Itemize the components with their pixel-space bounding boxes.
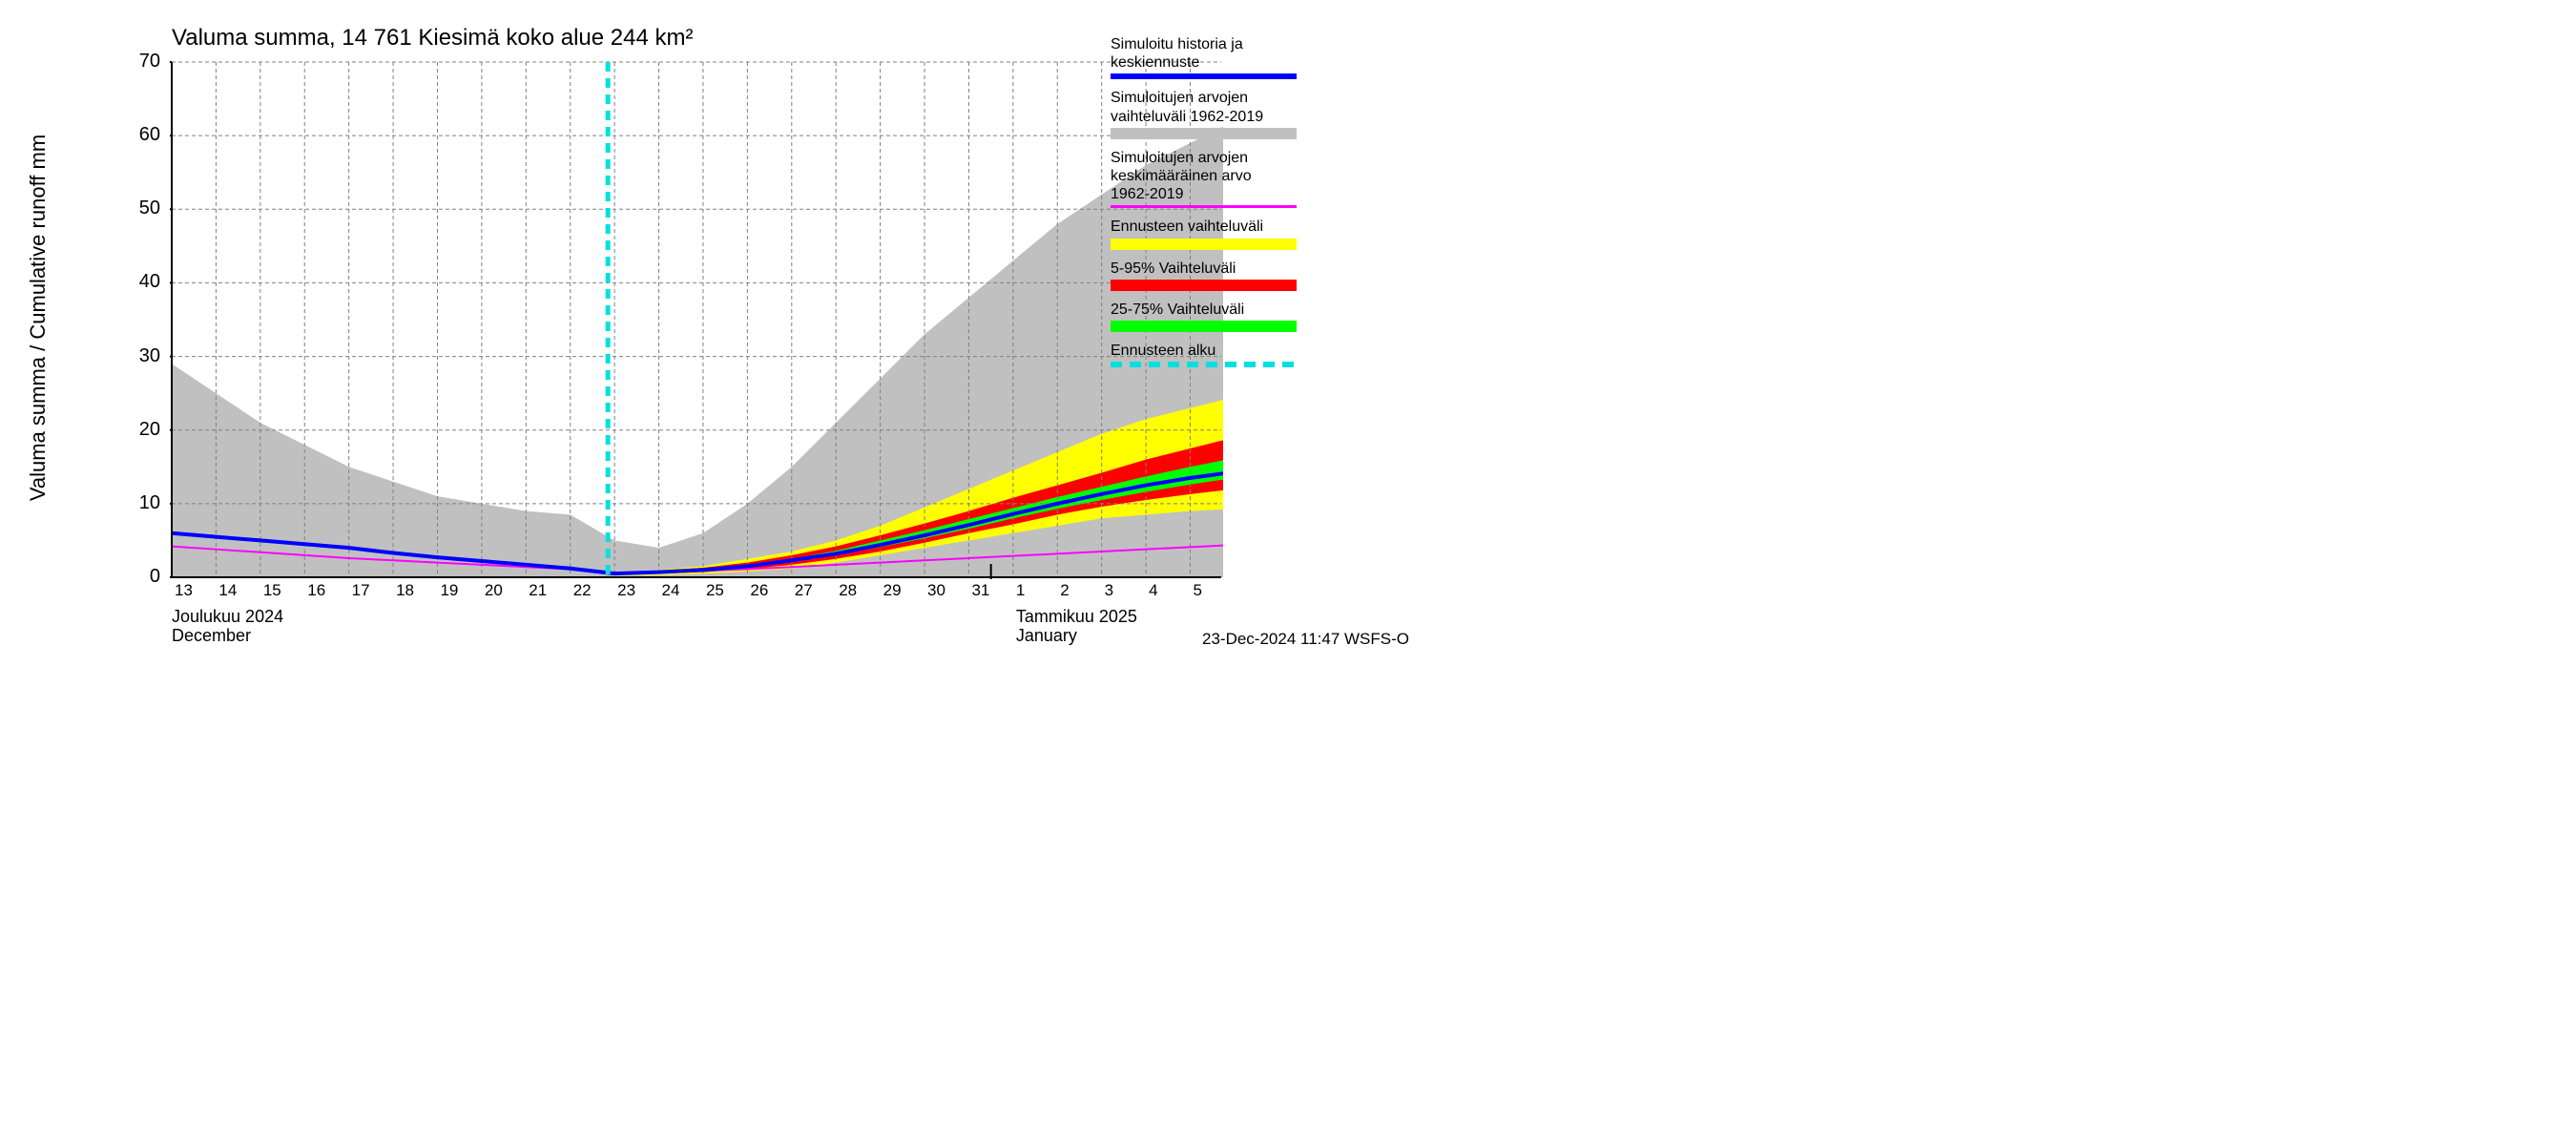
x-tick: 17 — [352, 581, 370, 600]
y-tick: 40 — [139, 271, 160, 293]
x-tick: 25 — [706, 581, 724, 600]
x-tick: 26 — [750, 581, 768, 600]
x-tick: 16 — [307, 581, 325, 600]
legend-swatch — [1111, 280, 1297, 291]
y-tick: 0 — [150, 566, 160, 588]
legend-swatch — [1111, 362, 1297, 367]
x-tick: 23 — [617, 581, 635, 600]
legend-item: Simuloitu historia jakeskiennuste — [1111, 35, 1320, 79]
x-tick: 4 — [1149, 581, 1157, 600]
x-tick: 22 — [573, 581, 592, 600]
legend-label: keskiennuste — [1111, 53, 1320, 72]
x-tick: 20 — [485, 581, 503, 600]
legend-label: Simuloitujen arvojen — [1111, 89, 1320, 107]
month-right-fi: Tammikuu 2025 — [1016, 607, 1137, 627]
x-tick: 31 — [971, 581, 989, 600]
y-tick: 50 — [139, 198, 160, 219]
legend-item: 25-75% Vaihteluväli — [1111, 301, 1320, 332]
x-tick: 21 — [529, 581, 547, 600]
x-tick: 15 — [263, 581, 281, 600]
y-tick: 30 — [139, 345, 160, 367]
x-tick: 18 — [396, 581, 414, 600]
legend-swatch — [1111, 128, 1297, 139]
legend-swatch — [1111, 239, 1297, 250]
legend-item: Simuloitujen arvojenvaihteluväli 1962-20… — [1111, 89, 1320, 138]
x-tick: 28 — [839, 581, 857, 600]
legend-swatch — [1111, 205, 1297, 208]
legend-item: Ennusteen alku — [1111, 342, 1320, 367]
legend-label: Simuloitujen arvojen — [1111, 149, 1320, 167]
y-tick: 10 — [139, 492, 160, 514]
legend: Simuloitu historia jakeskiennusteSimuloi… — [1111, 35, 1320, 377]
legend-label: keskimääräinen arvo — [1111, 167, 1320, 185]
y-axis-label: Valuma summa / Cumulative runoff mm — [26, 117, 51, 518]
x-tick: 19 — [440, 581, 458, 600]
timestamp: 23-Dec-2024 11:47 WSFS-O — [1202, 630, 1409, 649]
legend-swatch — [1111, 73, 1297, 79]
y-tick: 70 — [139, 51, 160, 73]
month-right-en: January — [1016, 626, 1077, 646]
legend-item: Simuloitujen arvojenkeskimääräinen arvo … — [1111, 149, 1320, 209]
x-tick: 24 — [662, 581, 680, 600]
x-tick: 2 — [1060, 581, 1069, 600]
y-tick: 60 — [139, 124, 160, 146]
chart-title: Valuma summa, 14 761 Kiesimä koko alue 2… — [172, 25, 693, 52]
legend-label: 5-95% Vaihteluväli — [1111, 260, 1320, 278]
x-tick: 13 — [175, 581, 193, 600]
x-tick: 29 — [883, 581, 902, 600]
x-tick: 27 — [795, 581, 813, 600]
chart-plot — [170, 60, 1223, 579]
legend-item: Ennusteen vaihteluväli — [1111, 218, 1320, 249]
x-tick: 30 — [927, 581, 945, 600]
x-tick: 1 — [1016, 581, 1025, 600]
month-left-en: December — [172, 626, 251, 646]
legend-label: Ennusteen alku — [1111, 342, 1320, 360]
legend-item: 5-95% Vaihteluväli — [1111, 260, 1320, 291]
legend-label: 25-75% Vaihteluväli — [1111, 301, 1320, 319]
legend-label: vaihteluväli 1962-2019 — [1111, 108, 1320, 126]
legend-label: 1962-2019 — [1111, 185, 1320, 203]
legend-swatch — [1111, 321, 1297, 332]
chart-container: Valuma summa, 14 761 Kiesimä koko alue 2… — [0, 0, 1450, 668]
month-left-fi: Joulukuu 2024 — [172, 607, 283, 627]
y-tick: 20 — [139, 419, 160, 441]
legend-label: Simuloitu historia ja — [1111, 35, 1320, 53]
x-tick: 5 — [1194, 581, 1202, 600]
legend-label: Ennusteen vaihteluväli — [1111, 218, 1320, 236]
x-tick: 14 — [218, 581, 237, 600]
x-tick: 3 — [1105, 581, 1113, 600]
